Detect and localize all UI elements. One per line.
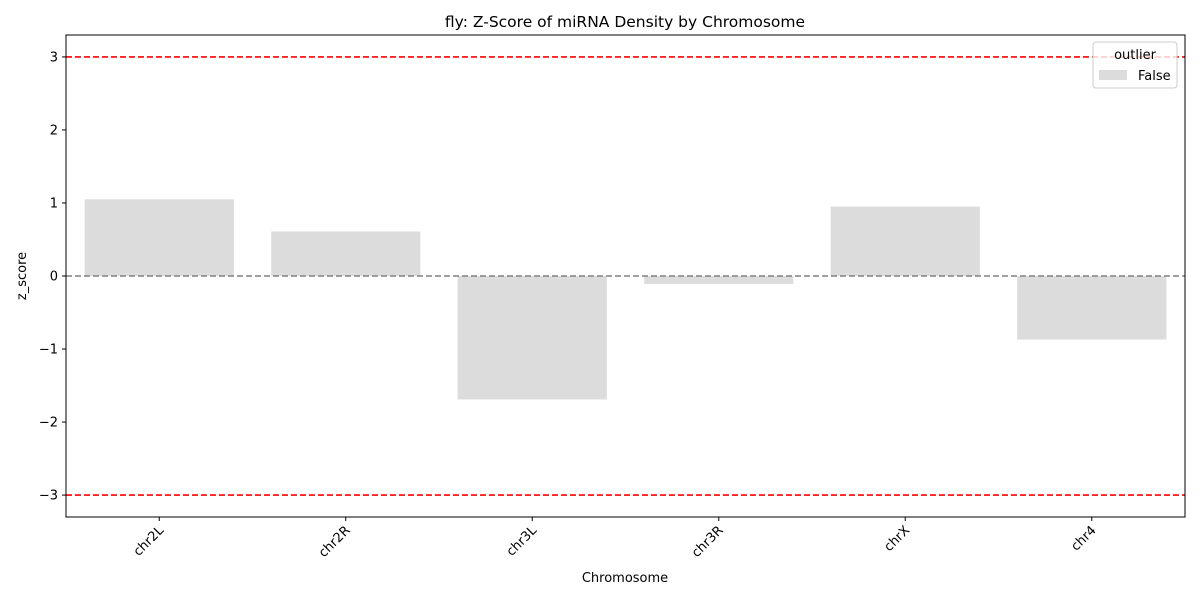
legend: outlier False <box>1092 41 1178 89</box>
x-tick-label: chr2R <box>316 523 354 561</box>
y-axis: −3 −2 −1 0 1 2 3 <box>39 50 66 504</box>
bar-chr2R <box>271 231 421 276</box>
y-tick-label: −1 <box>39 343 58 358</box>
x-axis-label: Chromosome <box>582 571 668 586</box>
x-tick-label: chr2L <box>131 523 168 560</box>
x-tick-label: chrX <box>882 523 914 555</box>
legend-entry-label: False <box>1138 69 1171 84</box>
y-tick-label: 3 <box>50 50 58 65</box>
chart-title: fly: Z-Score of miRNA Density by Chromos… <box>445 13 805 31</box>
bar-chrX <box>830 206 980 276</box>
legend-title: outlier <box>1114 48 1157 63</box>
bars <box>84 199 1167 400</box>
x-tick-label: chr3R <box>689 523 727 561</box>
y-tick-label: −2 <box>39 416 58 431</box>
x-axis: chr2L chr2R chr3L chr3R chrX chr4 <box>131 517 1100 561</box>
x-tick-label: chr3L <box>504 523 541 560</box>
bar-chr2L <box>84 199 234 276</box>
bar-chr3L <box>457 276 607 400</box>
legend-swatch <box>1099 70 1127 80</box>
y-tick-label: 2 <box>50 123 58 138</box>
bar-chr4 <box>1017 276 1167 340</box>
y-tick-label: −3 <box>39 489 58 504</box>
y-axis-label: z_score <box>15 252 30 300</box>
bar-chr3R <box>644 276 794 285</box>
reference-lines <box>66 56 1185 496</box>
y-tick-label: 0 <box>50 270 58 285</box>
x-tick-label: chr4 <box>1068 523 1099 554</box>
y-tick-label: 1 <box>50 196 58 211</box>
